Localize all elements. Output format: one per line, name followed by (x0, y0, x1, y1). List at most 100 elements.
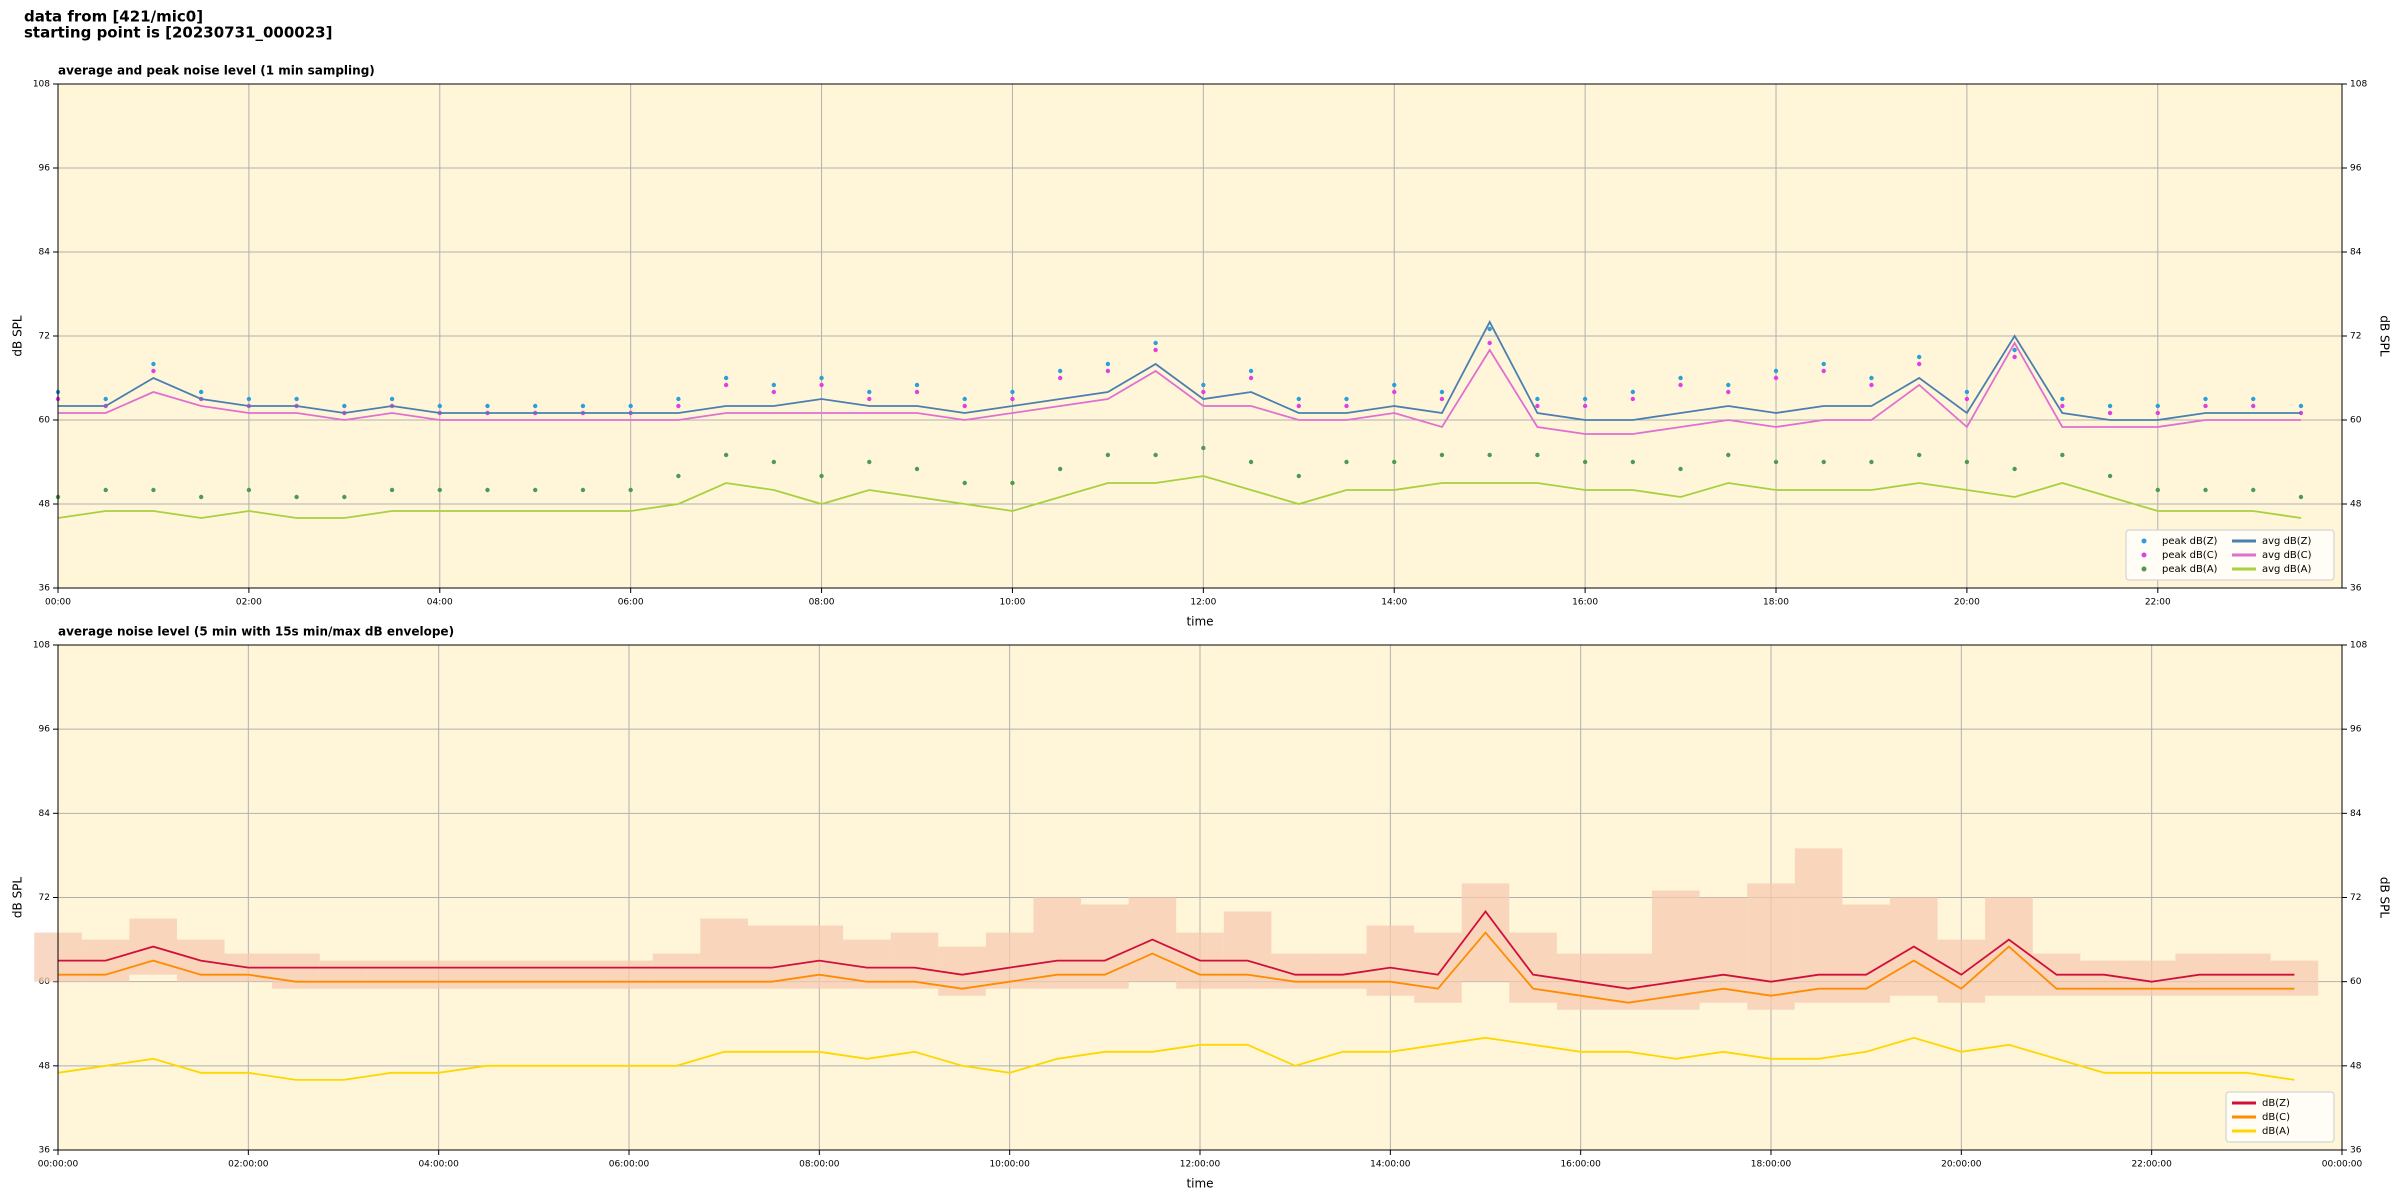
chart-panel: average noise level (5 min with 15s min/… (11, 625, 2392, 1191)
y-tick-label: 60 (2350, 977, 2362, 987)
peak-dot (867, 459, 872, 465)
peak-dot (1630, 389, 1636, 395)
peak-dot (533, 487, 538, 493)
y-tick-label: 60 (39, 416, 51, 426)
x-tick-label: 12:00:00 (1180, 1160, 1221, 1170)
peak-dot (1392, 382, 1397, 388)
y-tick-label: 48 (2350, 1061, 2362, 1071)
y-tick-label: 96 (39, 725, 51, 735)
y-tick-label: 96 (2350, 725, 2362, 735)
peak-dot (1105, 361, 1111, 367)
legend-label: avg dB(Z) (2262, 536, 2312, 547)
legend: peak dB(Z) peak dB(C) peak dB(A) avg dB(Z) a… (2125, 529, 2335, 581)
legend-marker (2141, 552, 2147, 558)
peak-dot (676, 473, 681, 479)
x-tick-label: 18:00 (1763, 598, 1789, 608)
peak-dot (1964, 389, 1970, 395)
peak-dot (962, 403, 967, 409)
legend-marker (2141, 538, 2147, 544)
peak-dot (1439, 452, 1445, 458)
x-tick-label: 06:00 (618, 598, 644, 608)
peak-dot (485, 487, 490, 493)
x-tick-label: 00:00 (45, 598, 71, 608)
envelope-band (700, 918, 748, 989)
peak-dot (2251, 396, 2256, 402)
peak-dot (1105, 368, 1111, 374)
envelope-band (1033, 897, 1082, 989)
envelope-band (1699, 897, 1748, 1003)
peak-dot (2012, 354, 2017, 360)
envelope-band (462, 960, 511, 989)
peak-dot (914, 466, 920, 472)
peak-dot (1821, 361, 1826, 367)
y-tick-label: 84 (39, 809, 51, 819)
peak-dot (2060, 403, 2065, 409)
y-tick-label: 36 (2350, 1146, 2362, 1156)
peak-dot (1916, 354, 1922, 360)
peak-dot (1869, 375, 1874, 381)
envelope-band (652, 953, 701, 989)
legend-label: avg dB(C) (2262, 550, 2312, 561)
peak-dot (1726, 452, 1731, 458)
peak-dot (389, 396, 395, 402)
envelope-band (1937, 939, 1986, 1003)
peak-dot (2155, 487, 2160, 493)
y-tick-label: 108 (33, 80, 50, 90)
envelope-band (1271, 953, 1319, 989)
envelope-band (747, 925, 796, 989)
peak-dot (246, 487, 252, 493)
y-tick-label: 36 (2350, 584, 2362, 594)
legend: dB(Z) dB(C) dB(A) (2225, 1091, 2335, 1143)
peak-dot (676, 396, 681, 402)
y-axis-label: dB SPL (2378, 315, 2392, 357)
peak-dot (1201, 445, 1206, 451)
y-tick-label: 72 (2350, 893, 2361, 903)
peak-dot (1916, 361, 1922, 367)
peak-dot (1057, 368, 1063, 374)
peak-dot (103, 487, 108, 493)
series-line (57, 1036, 2295, 1081)
peak-dot (151, 487, 156, 493)
envelope-band (1414, 932, 1462, 1003)
peak-dot (580, 403, 586, 409)
peak-dot (1392, 389, 1397, 395)
peak-dot (1439, 389, 1445, 395)
x-tick-label: 00:00:00 (38, 1160, 79, 1170)
y-tick-label: 96 (2350, 164, 2362, 174)
envelope-band (510, 960, 558, 989)
x-tick-label: 16:00:00 (1560, 1160, 1601, 1170)
x-tick-label: 00:00:00 (2322, 1160, 2363, 1170)
peak-dot (1630, 396, 1636, 402)
y-tick-label: 84 (2350, 248, 2362, 258)
peak-dot (2107, 403, 2113, 409)
peak-dot (867, 396, 872, 402)
peak-dot (198, 389, 204, 395)
x-tick-label: 02:00 (236, 598, 262, 608)
peak-dot (1535, 403, 1540, 409)
x-tick-label: 04:00 (427, 598, 453, 608)
peak-dot (1296, 473, 1301, 479)
peak-dot (485, 403, 490, 409)
x-tick-label: 12:00 (1190, 598, 1216, 608)
peak-dot (389, 487, 395, 493)
peak-dot (580, 487, 586, 493)
peak-dot (819, 382, 824, 388)
peak-dot (628, 487, 633, 493)
series-line (58, 341, 2301, 435)
peak-dot (1296, 403, 1301, 409)
plot-frame (57, 83, 2343, 589)
peak-dot (1535, 452, 1540, 458)
y-tick-label: 60 (2350, 416, 2362, 426)
x-tick-label: 18:00:00 (1751, 1160, 1792, 1170)
x-tick-label: 10:00 (999, 598, 1025, 608)
peak-dot (2251, 487, 2256, 493)
legend-label: peak dB(C) (2162, 550, 2218, 561)
peak-dot (1535, 396, 1540, 402)
peak-dot (1057, 375, 1063, 381)
y-tick-label: 60 (39, 977, 51, 987)
y-tick-label: 84 (2350, 809, 2362, 819)
peak-dot (342, 494, 347, 500)
chart-title: average and peak noise level (1 min samp… (58, 64, 375, 78)
y-tick-label: 72 (39, 893, 50, 903)
